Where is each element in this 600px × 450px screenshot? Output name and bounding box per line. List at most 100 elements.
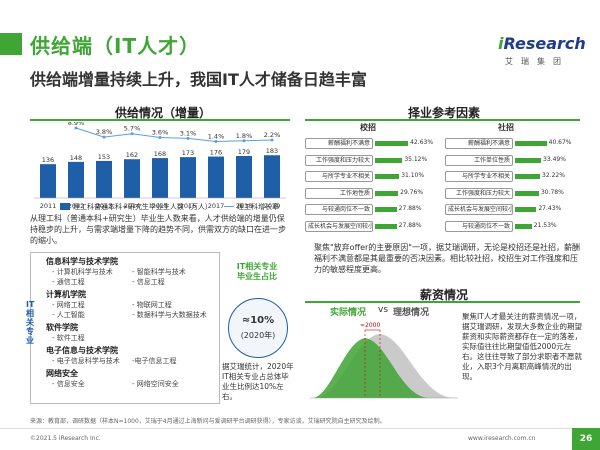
major-item: - 信息工程 [132,278,165,286]
logo-text: Research [503,34,586,53]
bar-value-2016: 173 [182,149,194,157]
campus-factor-row: 与所学专业不相关 31.10% [305,169,445,186]
growth-point-2015 [158,136,162,140]
campus-factor-bar [375,157,403,163]
page-number: 26 [572,428,600,450]
major-item: - 网络空间安全 [132,380,179,388]
callout-description: 据艾瑞统计，2020年IT相关专业占总体毕业生比例达10%左右。 [222,362,294,401]
growth-label-2013: 3.8% [96,128,113,136]
social-factor-value: 30.78% [540,188,564,196]
social-factor-label: 薪酬福利不满意 [445,138,513,149]
growth-label-2016: 3.1% [180,129,197,137]
campus-factor-row: 工作地性质 29.76% [305,186,445,203]
social-factor-value: 21.53% [533,221,557,229]
campus-factor-list: 薪酬福利不满意 42.63% 工作强度和压力较大 35.12% 与所学专业不相关 31.1… [305,136,445,235]
campus-factor-bar [375,141,409,146]
major-items: - 计算机科学与技术 - 智能科学与技术 - 通信工程 - 信息工程 [46,267,216,287]
salary-section-title: 薪资情况 [420,288,469,302]
campus-factor-row: 薪酬福利不满意 42.63% [305,136,445,153]
bar-2017 [208,156,224,198]
x-label-2011: 2011 [40,202,57,210]
bar-value-2015: 168 [154,150,166,158]
social-factor-bar [515,207,537,212]
salary-description: 聚焦IT人才最关注的薪资情况一项，据艾瑞调研，发现大多数企业的期望薪资和实际薪资… [462,312,582,381]
campus-factor-value: 29.76% [400,188,424,196]
footer-source: 来源：教育部，调研数据（样本N=1000，艾瑞于4月通过上海新问与爱调研平台调研… [30,418,386,425]
major-item: - 信息安全 [52,380,85,388]
growth-point-2012 [74,126,78,130]
x-label-2014: 2014 [124,202,141,210]
legend-bar-swatch [60,203,70,210]
campus-factor-row: 成长机会与发展空间较小 27.88% [305,219,445,236]
social-factor-row: 成长机会与发展空间较小 27.43% [445,202,580,219]
major-item: - 网络工程 [52,301,85,309]
logo-subtitle: 艾瑞集团 [505,57,569,66]
bar-2016 [180,157,196,198]
major-category-title: 电子信息与技术学院 [46,346,118,355]
callout-circle [228,298,288,358]
callout-value: ≈10% [241,315,275,326]
growth-point-2016 [186,136,190,140]
social-factor-list: 薪酬福利不满意 40.67% 工作单位性质 33.49% 与所学专业不相关 32.22% 工… [445,136,580,235]
social-factor-label: 成长机会与发展空间较小 [445,204,513,215]
bar-2014 [124,159,140,198]
supply-section-title: 供给情况（增量） [115,106,212,120]
social-factor-row: 工作强度和压力较大 30.78% [445,186,580,203]
callout-year: (2020年) [240,331,276,340]
bar-value-2017: 176 [210,149,222,157]
campus-factor-label: 成长机会与发展空间较小 [305,220,373,232]
major-item: - 计算机科学与技术 [52,268,113,276]
campus-factor-bar [375,223,397,229]
social-factor-bar [515,141,547,146]
bar-value-2012: 148 [70,154,82,162]
iresearch-logo: iResearch [498,34,586,53]
x-label-2015: 2015 [152,202,169,210]
supply-chart: 8.9% 3.8% 5.7% 3.6% 3.1% 1.4% 1.8% 2.2% 136 148 1… [34,122,286,210]
social-factor-bar [515,157,542,163]
page-subtitle: 供给端增量持续上升，我国IT人才储备日趋丰富 [30,70,367,89]
growth-rate-line [75,127,273,142]
social-factor-row: 与较通岗位不一致 21.53% [445,219,580,236]
growth-label-2014: 5.7% [124,125,141,133]
growth-point-2018 [242,139,246,143]
social-factor-label: 工作强度和压力较大 [445,187,513,199]
major-item: - 人工智能 [52,311,85,319]
growth-point-2013 [102,135,106,139]
growth-point-2014 [130,132,134,136]
major-category-title: 软件学院 [46,323,78,332]
bar-value-2013: 153 [98,153,110,161]
campus-factor-label: 与较通岗位不一致 [305,204,373,215]
salary-gap-label: ≈2000 [360,322,380,329]
salary-actual-label: 实际情况 [330,308,367,318]
career-description: 聚焦"放弃offer的主要原因"一项，据艾瑞调研，无论是校招还是社招，薪酬福利不… [314,243,580,274]
social-factor-row: 与所学专业不相关 32.22% [445,169,580,186]
campus-factor-label: 工作地性质 [305,187,373,199]
campus-factor-bar [375,190,399,196]
social-factor-row: 工作单位性质 33.49% [445,153,580,170]
growth-label-2017: 1.4% [208,132,225,140]
x-label-2018: 2018 [236,202,253,210]
campus-factor-bar [375,174,400,179]
bar-value-2011: 136 [42,156,54,164]
supply-description: 从理工科（普通本科+研究生）毕业生人数来看，人才供给端的增量仍保持稳步的上升，与… [30,214,286,245]
major-item: - 数据科学与大数据技术 [132,311,207,319]
bar-2013 [96,160,112,198]
campus-factor-label: 薪酬福利不满意 [305,138,373,149]
title-accent-bar [0,33,22,55]
major-item: - 软件工程 [52,334,85,342]
growth-point-2017 [214,139,218,143]
growth-point-2019 [270,138,274,142]
social-factor-value: 27.43% [538,205,562,212]
campus-factor-value: 35.12% [404,155,428,163]
x-label-2013: 2013 [96,202,113,210]
it-majors-side-label: IT相关专业 [26,300,35,345]
major-item: - 智能科学与技术 [132,268,186,276]
x-label-2016: 2016 [180,202,197,210]
callout-title: IT相关专业 毕业生占比 [236,262,278,281]
campus-factor-value: 31.10% [401,172,425,179]
career-section-title: 择业参考因素 [408,106,481,120]
campus-factor-value: 42.63% [410,139,434,146]
bar-2012 [68,161,84,198]
legend-bar-label: 理工科普通本科+研究生毕业生人数（万人） [73,203,212,211]
major-category-title: 网络安全 [46,369,78,378]
